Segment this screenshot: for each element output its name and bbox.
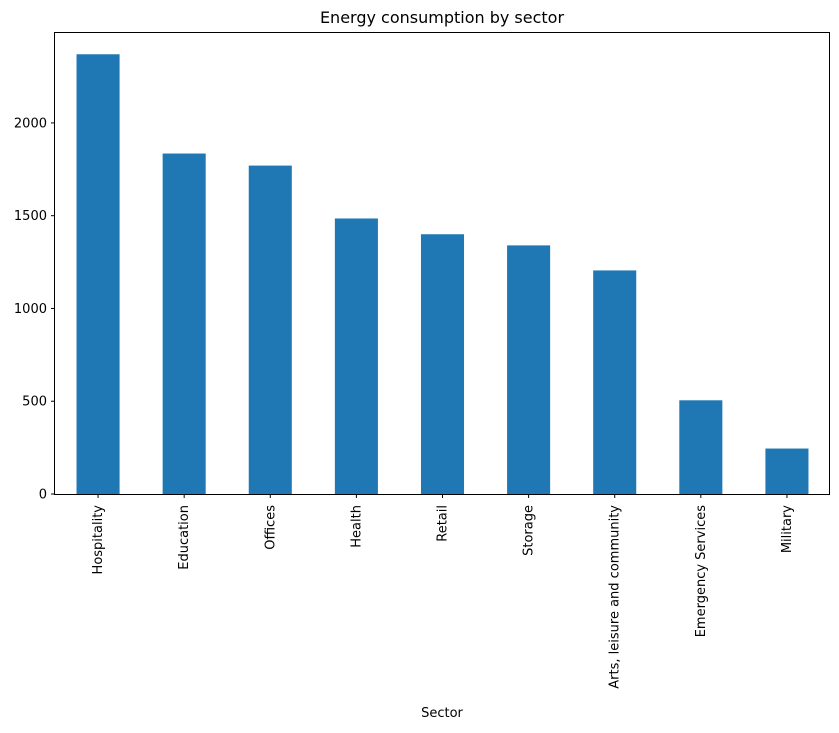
x-tick-label: Offices [263,505,278,550]
bar-arts-leisure-and-community [593,270,637,494]
x-tick-label: Retail [436,505,451,542]
bar-health [334,218,378,494]
bar-hospitality [76,54,120,494]
x-tick-label: Arts, leisure and community [608,505,623,689]
y-tick-label: 1000 [14,302,47,317]
y-axis: 0 500 1000 1500 2000 [14,116,55,503]
x-axis-label: Sector [421,706,463,721]
y-tick-label: 500 [22,395,47,410]
y-tick-label: 2000 [14,116,47,131]
x-tick-label: Emergency Services [694,505,709,637]
x-tick-label: Military [780,505,795,553]
bar-education [162,153,206,494]
bar-emergency-services [679,400,723,494]
bar-military [765,448,809,494]
y-tick-label: 1500 [14,209,47,224]
bars-group [76,54,809,494]
x-tick-label: Education [177,505,192,570]
bar-storage [507,245,551,494]
x-tick-label: Health [349,505,364,548]
x-axis: Hospitality Education Offices Health Retail S… [91,494,795,689]
chart-title: Energy consumption by sector [320,8,565,27]
y-tick-label: 0 [39,488,47,503]
plot-frame [54,32,830,495]
bar-offices [248,165,292,494]
bar-retail [420,234,465,494]
x-tick-label: Hospitality [91,505,106,575]
x-tick-label: Storage [522,505,537,556]
